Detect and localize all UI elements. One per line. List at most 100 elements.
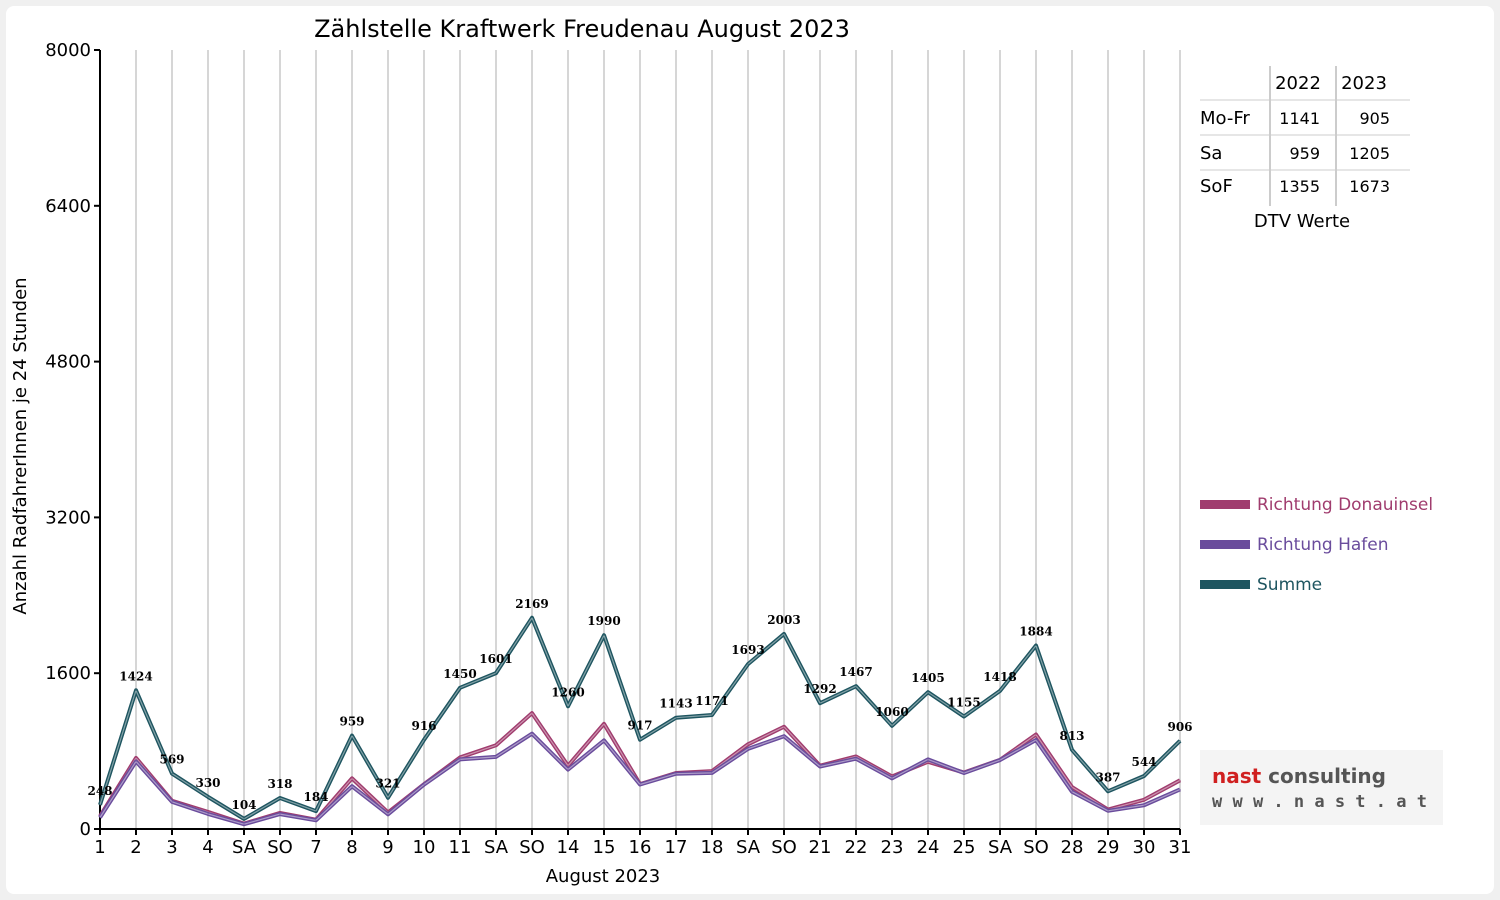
x-tick-label: 17 bbox=[665, 837, 688, 858]
data-point bbox=[891, 725, 893, 727]
x-tick-label: 23 bbox=[881, 837, 904, 858]
data-point bbox=[243, 818, 245, 820]
data-point bbox=[891, 777, 893, 779]
data-label: 1292 bbox=[803, 682, 836, 696]
x-axis: 1 2 3 4 SA SO 7 8 9 10 11 SA SO 14 15 16 17 18 SA SO 21 22 23 2… bbox=[94, 828, 1191, 858]
data-point bbox=[999, 759, 1001, 761]
chart-title: Zählstelle Kraftwerk Freudenau August 20… bbox=[314, 15, 850, 43]
data-label: 1405 bbox=[911, 671, 944, 685]
nast-consulting-logo: nast consulting w w w . n a s t . a t bbox=[1200, 750, 1443, 825]
data-label: 2169 bbox=[515, 597, 548, 611]
data-label: 917 bbox=[627, 719, 652, 733]
data-point bbox=[243, 823, 245, 825]
data-point bbox=[315, 819, 317, 821]
legend: Richtung Donauinsel Richtung Hafen Summe bbox=[1200, 495, 1433, 595]
table-cell: 1205 bbox=[1349, 144, 1390, 163]
data-point bbox=[531, 712, 533, 714]
data-point bbox=[1107, 810, 1109, 812]
data-point bbox=[567, 705, 569, 707]
data-point bbox=[639, 739, 641, 741]
table-cell: 1355 bbox=[1279, 177, 1320, 196]
legend-entry: Richtung Hafen bbox=[1257, 535, 1388, 555]
y-tick-label: 3200 bbox=[45, 507, 91, 528]
data-point bbox=[747, 663, 749, 665]
data-point bbox=[675, 717, 677, 719]
x-tick-label: 7 bbox=[310, 837, 321, 858]
data-point bbox=[603, 634, 605, 636]
data-point bbox=[711, 772, 713, 774]
data-label: 1990 bbox=[587, 614, 620, 628]
data-point bbox=[459, 687, 461, 689]
x-tick-label: 2 bbox=[130, 837, 141, 858]
data-point bbox=[747, 748, 749, 750]
data-point bbox=[351, 735, 353, 737]
x-tick-label: 4 bbox=[202, 837, 213, 858]
data-point bbox=[783, 726, 785, 728]
data-point bbox=[639, 783, 641, 785]
data-point bbox=[567, 765, 569, 767]
data-point bbox=[855, 755, 857, 757]
grid bbox=[135, 50, 1181, 829]
data-point bbox=[387, 813, 389, 815]
x-tick-label: 21 bbox=[809, 837, 832, 858]
line-chart: Zählstelle Kraftwerk Freudenau August 20… bbox=[10, 15, 1443, 887]
y-tick-label: 0 bbox=[80, 819, 91, 840]
data-point bbox=[567, 769, 569, 771]
legend-swatch bbox=[1200, 540, 1250, 549]
data-point bbox=[603, 723, 605, 725]
data-point bbox=[351, 785, 353, 787]
data-point bbox=[1179, 740, 1181, 742]
x-tick-label: 16 bbox=[629, 837, 652, 858]
data-point bbox=[963, 772, 965, 774]
data-label: 1601 bbox=[479, 652, 512, 666]
data-point bbox=[387, 797, 389, 799]
table-header-2022: 2022 bbox=[1275, 73, 1321, 94]
data-point bbox=[1107, 790, 1109, 792]
data-label: 959 bbox=[339, 715, 364, 729]
data-point bbox=[531, 617, 533, 619]
y-tick-label: 1600 bbox=[45, 663, 91, 684]
table-header-2023: 2023 bbox=[1341, 73, 1387, 94]
x-tick-label: 29 bbox=[1097, 837, 1120, 858]
data-point bbox=[1179, 788, 1181, 790]
data-label: 104 bbox=[231, 798, 256, 812]
x-tick-label: 1 bbox=[94, 837, 105, 858]
data-label: 1693 bbox=[731, 643, 764, 657]
data-point bbox=[1143, 775, 1145, 777]
data-label: 1171 bbox=[695, 694, 728, 708]
x-tick-label: 10 bbox=[413, 837, 436, 858]
data-label: 1450 bbox=[443, 667, 476, 681]
legend-swatch bbox=[1200, 580, 1250, 589]
data-label: 2003 bbox=[767, 613, 800, 627]
dtv-table: 2022 2023 Mo-Fr 1141 905 Sa 959 1205 SoF… bbox=[1200, 66, 1410, 232]
x-tick-label: 25 bbox=[953, 837, 976, 858]
data-point bbox=[135, 757, 137, 759]
data-label: 1060 bbox=[875, 705, 908, 719]
logo-background bbox=[1200, 750, 1443, 825]
table-cell: 1673 bbox=[1349, 177, 1390, 196]
logo-nast: nast bbox=[1212, 764, 1262, 788]
data-point bbox=[1143, 804, 1145, 806]
y-axis-label: Anzahl RadfahrerInnen je 24 Stunden bbox=[10, 277, 31, 614]
data-point bbox=[495, 756, 497, 758]
data-point bbox=[855, 758, 857, 760]
table-row-label: SoF bbox=[1200, 176, 1233, 197]
data-point bbox=[279, 813, 281, 815]
data-point bbox=[135, 689, 137, 691]
data-label: 916 bbox=[411, 719, 436, 733]
data-label: 318 bbox=[267, 777, 292, 791]
data-point bbox=[495, 744, 497, 746]
data-label: 1143 bbox=[659, 697, 692, 711]
data-point bbox=[999, 690, 1001, 692]
table-cell: 959 bbox=[1289, 144, 1320, 163]
data-point bbox=[99, 817, 101, 819]
data-point bbox=[963, 716, 965, 718]
data-point bbox=[927, 691, 929, 693]
data-point bbox=[207, 813, 209, 815]
data-point bbox=[171, 773, 173, 775]
x-tick-label: 11 bbox=[449, 837, 472, 858]
chart-frame: Zählstelle Kraftwerk Freudenau August 20… bbox=[6, 6, 1494, 894]
x-axis-label: August 2023 bbox=[546, 866, 661, 887]
data-point bbox=[1071, 786, 1073, 788]
x-tick-label: 9 bbox=[382, 837, 393, 858]
